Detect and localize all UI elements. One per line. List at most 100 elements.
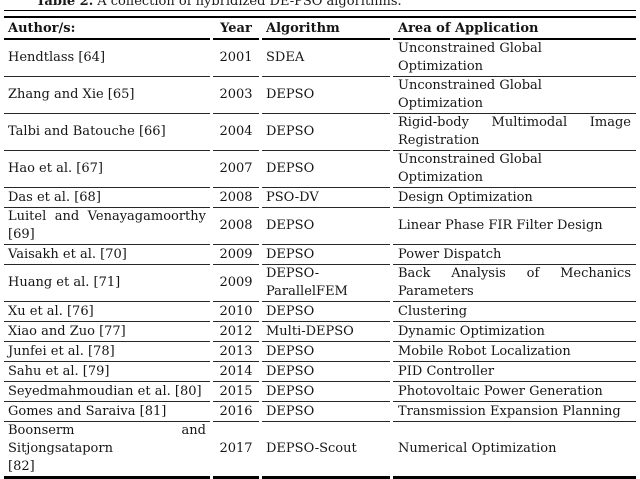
year-cell: 2003 — [213, 77, 259, 114]
algorithm-cell: DEPSO — [262, 302, 390, 322]
algorithm-cell: DEPSO — [262, 342, 390, 362]
area-cell: PID Controller — [393, 362, 636, 382]
algorithm-cell: Multi-DEPSO — [262, 322, 390, 342]
col-header-area: Area of Application — [393, 19, 636, 40]
cell-line: Talbi and Batouche [66] — [8, 124, 166, 139]
author-cell: Xu et al. [76] — [4, 302, 210, 322]
cell-line: Seyedmahmoudian et al. [80] — [8, 383, 202, 399]
algorithm-cell: PSO-DV — [262, 188, 390, 208]
cell-line: Numerical Optimization — [398, 441, 557, 456]
table-row: Luitel and Venayagamoorthy [69] 2008 DEPSO L… — [4, 208, 636, 245]
author-cell: Huang et al. [71] — [4, 265, 210, 302]
author-cell: Boonserm and Sitjongsataporn [82] — [4, 422, 210, 479]
algorithm-cell: DEPSO — [262, 151, 390, 188]
cell-line: DEPSO — [266, 124, 315, 139]
cell-line: DEPSO — [266, 87, 315, 102]
cell-line: Parameters — [398, 284, 474, 299]
year-cell: 2010 — [213, 302, 259, 322]
cell-line: Registration — [398, 133, 480, 148]
cell-line: Sahu et al. [79] — [8, 363, 110, 379]
cell-line: Junfei et al. [78] — [8, 343, 115, 359]
table-caption: Table 2. A collection of hybridized DE-PS… — [36, 0, 402, 9]
year-cell: 2015 — [213, 382, 259, 402]
author-cell: Das et al. [68] — [4, 188, 210, 208]
cell-line: DEPSO- — [266, 266, 320, 281]
cell-line: Das et al. [68] — [8, 189, 101, 205]
cell-line: Multi-DEPSO — [266, 323, 354, 339]
year-cell: 2009 — [213, 245, 259, 265]
hybridized-algorithms-table: Author/s: Year Algorithm Area of Applica… — [1, 19, 639, 479]
cell-line: [69] — [8, 227, 35, 242]
table-row: Zhang and Xie [65] 2003 DEPSO Unconstrained… — [4, 77, 636, 114]
author-cell: Hao et al. [67] — [4, 151, 210, 188]
year-cell: 2008 — [213, 188, 259, 208]
cell-line: Unconstrained Global Optimization — [398, 152, 542, 185]
year-cell: 2012 — [213, 322, 259, 342]
cell-line: Linear Phase FIR Filter Design — [398, 218, 603, 233]
algorithm-cell: DEPSO — [262, 382, 390, 402]
header-row: Author/s: Year Algorithm Area of Applica… — [4, 19, 636, 40]
cell-line: DEPSO — [266, 363, 315, 379]
cell-line: Hao et al. [67] — [8, 161, 103, 176]
year-cell: 2009 — [213, 265, 259, 302]
cell-line: Power Dispatch — [398, 246, 502, 262]
author-cell: Luitel and Venayagamoorthy [69] — [4, 208, 210, 245]
cell-line: Xiao and Zuo [77] — [8, 323, 126, 339]
col-header-year: Year — [213, 19, 259, 40]
area-cell: Dynamic Optimization — [393, 322, 636, 342]
author-cell: Hendtlass [64] — [4, 40, 210, 77]
author-cell: Gomes and Saraiva [81] — [4, 402, 210, 422]
cell-line: Clustering — [398, 303, 468, 319]
cell-line: Design Optimization — [398, 189, 533, 205]
table-row: Hao et al. [67] 2007 DEPSO Unconstrained Gl… — [4, 151, 636, 188]
cell-line: Mobile Robot Localization — [398, 343, 571, 359]
author-cell: Seyedmahmoudian et al. [80] — [4, 382, 210, 402]
cell-line: Dynamic Optimization — [398, 323, 545, 339]
area-cell: Mobile Robot Localization — [393, 342, 636, 362]
year-cell: 2013 — [213, 342, 259, 362]
table-row: Talbi and Batouche [66] 2004 DEPSO Rigid-bo… — [4, 114, 636, 151]
cell-line: ParallelFEM — [266, 284, 348, 299]
col-header-authors: Author/s: — [4, 19, 210, 40]
cell-line: Photovoltaic Power Generation — [398, 383, 603, 399]
table-row: Hendtlass [64] 2001 SDEA Unconstrained Glob… — [4, 40, 636, 77]
area-cell: Unconstrained Global Optimization — [393, 40, 636, 77]
author-cell: Talbi and Batouche [66] — [4, 114, 210, 151]
cell-line: DEPSO — [266, 161, 315, 176]
algorithm-cell: SDEA — [262, 40, 390, 77]
area-cell: Unconstrained Global Optimization — [393, 151, 636, 188]
cell-line: DEPSO — [266, 383, 315, 399]
area-cell: Back Analysis of Mechanics Parameters — [393, 265, 636, 302]
area-cell: Rigid-body Multimodal Image Registration — [393, 114, 636, 151]
area-cell: Linear Phase FIR Filter Design — [393, 208, 636, 245]
year-cell: 2017 — [213, 422, 259, 479]
area-cell: Power Dispatch — [393, 245, 636, 265]
algorithm-cell: DEPSO-Scout — [262, 422, 390, 479]
cell-line: Unconstrained Global Optimization — [398, 78, 542, 111]
table-row: Das et al. [68] 2008 PSO-DV Design Optimiza… — [4, 188, 636, 208]
table-row: Xiao and Zuo [77] 2012 Multi-DEPSO Dynamic … — [4, 322, 636, 342]
table-row: Boonserm and Sitjongsataporn [82] 2017 DEPS… — [4, 422, 636, 479]
year-cell: 2016 — [213, 402, 259, 422]
year-cell: 2001 — [213, 40, 259, 77]
area-cell: Design Optimization — [393, 188, 636, 208]
table-row: Vaisakh et al. [70] 2009 DEPSO Power Dispat… — [4, 245, 636, 265]
cell-line: Huang et al. [71] — [8, 275, 121, 290]
table-row: Sahu et al. [79] 2014 DEPSO PID Controller — [4, 362, 636, 382]
table-top-rule-inner — [4, 16, 636, 18]
area-cell: Photovoltaic Power Generation — [393, 382, 636, 402]
author-cell: Vaisakh et al. [70] — [4, 245, 210, 265]
cell-line: DEPSO — [266, 343, 315, 359]
table-row: Junfei et al. [78] 2013 DEPSO Mobile Robot … — [4, 342, 636, 362]
cell-line: Gomes and Saraiva [81] — [8, 403, 167, 419]
cell-line: [82] — [8, 459, 35, 474]
algorithm-cell: DEPSO — [262, 114, 390, 151]
year-cell: 2014 — [213, 362, 259, 382]
cell-line: SDEA — [266, 50, 305, 65]
cell-line: Xu et al. [76] — [8, 303, 94, 319]
cell-line: DEPSO — [266, 403, 315, 419]
col-header-algorithm: Algorithm — [262, 19, 390, 40]
cell-line: Back Analysis of Mechanics — [398, 266, 631, 281]
cell-line: DEPSO — [266, 303, 315, 319]
cell-line: Transmission Expansion Planning — [398, 403, 621, 419]
